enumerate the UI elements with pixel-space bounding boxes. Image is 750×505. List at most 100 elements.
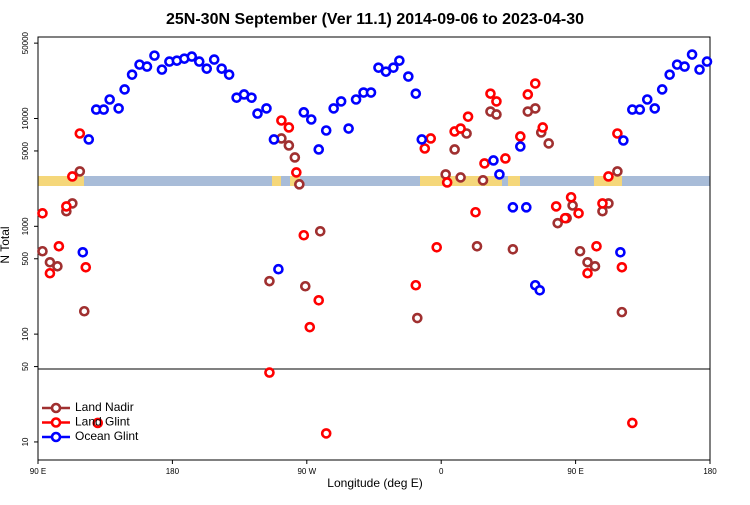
point (543, 138, 555, 149)
point (52, 260, 63, 272)
point (156, 64, 168, 75)
point (701, 56, 713, 67)
point (494, 169, 505, 180)
point (634, 104, 646, 115)
point (656, 84, 668, 95)
point (289, 152, 301, 163)
point (98, 104, 110, 115)
point (529, 78, 541, 89)
point (208, 54, 220, 65)
land-strip (38, 176, 84, 186)
point (365, 87, 377, 98)
point (328, 103, 339, 114)
y-tick-label: 50 (21, 362, 30, 371)
point (305, 114, 317, 125)
point (92, 417, 104, 429)
point (616, 261, 628, 273)
point (522, 89, 534, 100)
point (394, 55, 405, 66)
point (53, 240, 65, 252)
point (615, 247, 626, 258)
point (119, 84, 130, 95)
point (252, 108, 263, 119)
x-tick-label: 180 (703, 467, 717, 476)
point (534, 284, 546, 296)
point (441, 177, 453, 188)
point (664, 69, 675, 80)
point (488, 155, 499, 166)
point (462, 111, 474, 122)
point (113, 103, 124, 114)
point (300, 280, 311, 292)
point (320, 125, 332, 136)
point (61, 201, 72, 212)
point (141, 61, 153, 72)
point (416, 134, 428, 145)
point (37, 245, 48, 257)
point (276, 115, 287, 126)
point (126, 69, 138, 80)
point (298, 107, 310, 118)
point (216, 63, 227, 74)
point (37, 208, 48, 219)
point (515, 131, 526, 142)
point (313, 294, 325, 306)
point (67, 171, 78, 182)
point (500, 153, 511, 164)
point (597, 198, 608, 209)
land-strip (508, 176, 520, 186)
y-tick-label: 500 (21, 252, 30, 266)
point (521, 202, 532, 213)
point (582, 267, 593, 279)
point (573, 208, 584, 219)
x-tick-label: 90 E (567, 467, 583, 476)
point (618, 135, 629, 146)
point (612, 166, 623, 177)
point (335, 96, 347, 107)
point (552, 217, 563, 229)
point (440, 169, 451, 180)
land-strip (290, 176, 300, 186)
point (410, 279, 422, 291)
point (201, 63, 213, 74)
point (567, 200, 578, 211)
point (283, 122, 295, 133)
point (268, 134, 280, 145)
point (477, 175, 489, 186)
point (649, 103, 661, 114)
legend-label: Land Nadir (75, 400, 134, 414)
point (425, 133, 437, 144)
chart-title: 25N-30N September (Ver 11.1) 2014-09-06 … (166, 11, 584, 28)
point (565, 191, 577, 203)
point (507, 202, 519, 213)
point (283, 140, 295, 151)
point (261, 103, 272, 114)
point (589, 260, 601, 272)
point (616, 306, 628, 318)
point (485, 88, 496, 99)
point (419, 143, 431, 154)
point (246, 92, 257, 103)
point (449, 144, 460, 155)
point (694, 64, 705, 75)
point (264, 275, 275, 287)
point (491, 96, 502, 107)
point (479, 158, 490, 169)
y-tick-label: 50000 (21, 31, 30, 54)
point (515, 141, 526, 152)
point (313, 144, 325, 155)
legend-marker (50, 431, 62, 443)
point (455, 172, 466, 183)
point (80, 261, 92, 273)
point (574, 245, 586, 257)
point (559, 212, 571, 224)
legend-marker (50, 417, 62, 428)
point (186, 51, 198, 62)
point (388, 62, 399, 73)
point (291, 167, 302, 178)
point (470, 206, 481, 218)
point (455, 123, 466, 134)
x-tick-label: 180 (166, 467, 180, 476)
